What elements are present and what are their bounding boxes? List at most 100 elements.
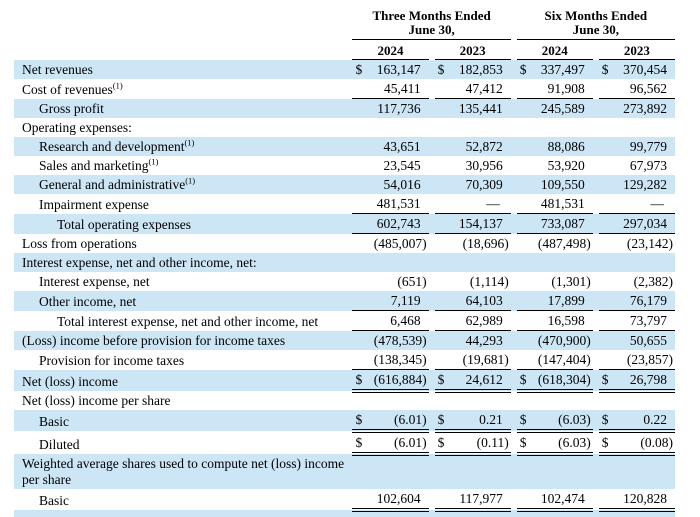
cell-dollar [517, 253, 532, 272]
cell-dollar [435, 391, 450, 410]
footnote-ref: (1) [148, 156, 159, 167]
table-row: Interest expense, net (651) (1,114) (1,301)… [14, 272, 675, 291]
table-row: Weighted average shares used to compute … [14, 454, 675, 489]
period-header-row: Three Months Ended June 30, Six Months E… [14, 5, 675, 40]
cell-dollar [517, 137, 532, 156]
cell-value: (0.11) [449, 431, 511, 456]
cell-dollar [598, 213, 614, 234]
row-label: Basic [39, 493, 69, 508]
cell-value: 67,973 [629, 158, 667, 173]
cell-value: (138,345) [367, 350, 429, 370]
cell-dollar: $ [601, 62, 609, 77]
cell-dollar [352, 253, 367, 272]
cell-dollar [599, 234, 614, 254]
cell-dollar [352, 350, 368, 370]
cell-value: 54,016 [383, 177, 421, 192]
cell-value [614, 118, 675, 137]
row-label: Basic [39, 414, 69, 429]
cell-dollar [435, 156, 450, 175]
row-label: Total interest expense, net and other in… [57, 313, 319, 329]
table-header: Three Months Ended June 30, Six Months E… [14, 5, 675, 60]
cell-value [532, 454, 593, 489]
cell-value: (618,304) [531, 369, 593, 393]
cell-dollar [599, 175, 614, 194]
cell-dollar [517, 331, 532, 351]
cell-value: 44,293 [465, 333, 503, 348]
cell-value: 102,474 [531, 510, 593, 517]
year-header-row: 2024 2023 2024 2023 [14, 39, 675, 60]
cell-value: 70,309 [465, 177, 503, 192]
cell-value [614, 253, 675, 272]
cell-value: (616,884) [367, 369, 429, 393]
cell-dollar [599, 391, 614, 410]
cell-value: (6.03) [531, 431, 593, 456]
cell-dollar [434, 291, 450, 311]
cell-dollar: $ [352, 410, 368, 433]
cell-value: 7,119 [367, 291, 429, 311]
cell-value: — [613, 194, 675, 214]
cell-dollar [434, 310, 450, 331]
cell-value: 73,797 [613, 310, 675, 331]
cell-dollar [435, 175, 450, 194]
cell-value: (470,900) [537, 333, 591, 348]
cell-value: 117,736 [377, 101, 421, 116]
year-header: 2024 [516, 39, 593, 60]
cell-value: 245,589 [540, 101, 585, 116]
cell-value [450, 454, 511, 489]
cell-dollar [516, 510, 532, 517]
cell-dollar [352, 454, 367, 489]
cell-value: 337,497 [540, 62, 585, 77]
cell-value: 182,853 [458, 62, 503, 77]
cell-dollar [434, 194, 450, 214]
cell-dollar [598, 310, 614, 331]
cell-value: 733,087 [531, 213, 593, 234]
cell-value: 91,908 [531, 79, 593, 99]
cell-dollar [352, 156, 367, 175]
row-label: Research and development(1) [39, 137, 195, 154]
cell-value: 23,545 [383, 158, 421, 173]
cell-value: (6.03) [531, 410, 593, 433]
cell-dollar [434, 213, 450, 234]
year-header: 2024 [352, 39, 429, 60]
cell-value [532, 391, 593, 410]
table-body: Net revenues $163,147 $182,853 $337,497 $370… [14, 59, 675, 517]
cell-value: 273,892 [623, 101, 667, 116]
cell-dollar [598, 350, 614, 370]
cell-dollar: $ [598, 410, 614, 433]
cell-dollar [352, 272, 367, 291]
cell-value [614, 454, 675, 489]
cell-value: 53,920 [547, 158, 585, 173]
cell-dollar [517, 454, 532, 489]
row-label: Interest expense, net [39, 274, 150, 289]
cell-value: (1,114) [469, 274, 509, 289]
year-header: 2023 [434, 39, 511, 60]
table-row: Operating expenses: [14, 118, 675, 137]
cell-dollar [598, 489, 614, 512]
cell-value: (487,498) [537, 236, 591, 251]
cell-dollar [598, 291, 614, 311]
table-row: Sales and marketing(1) 23,545 30,956 53,920… [14, 156, 675, 175]
cell-value: (23,142) [626, 236, 673, 251]
row-label: Cost of revenues(1) [22, 80, 123, 97]
table-row: Cost of revenues(1) 45,411 47,412 91,908 96,… [14, 79, 675, 99]
cell-value: 0.22 [613, 410, 675, 433]
cell-value: 297,034 [613, 213, 675, 234]
cell-dollar [517, 118, 532, 137]
cell-value: 96,562 [613, 79, 675, 99]
cell-value [368, 391, 429, 410]
income-statement-table: Three Months Ended June 30, Six Months E… [14, 5, 675, 517]
cell-dollar [435, 99, 450, 119]
row-label: Net (loss) income per share [22, 393, 171, 408]
table-row: Total interest expense, net and other in… [14, 310, 675, 331]
cell-dollar: $ [598, 431, 614, 456]
cell-dollar [352, 175, 367, 194]
cell-dollar [352, 137, 367, 156]
row-label: Diluted [39, 437, 80, 452]
cell-value [450, 253, 511, 272]
cell-value: 52,872 [465, 139, 503, 154]
table-row: Basic $ (6.01) $0.21 $ (6.03) $0.22 [14, 410, 675, 433]
cell-dollar [599, 454, 614, 489]
cell-value: 117,977 [449, 489, 511, 512]
row-label: Diluted [14, 510, 352, 517]
cell-dollar [599, 99, 614, 119]
